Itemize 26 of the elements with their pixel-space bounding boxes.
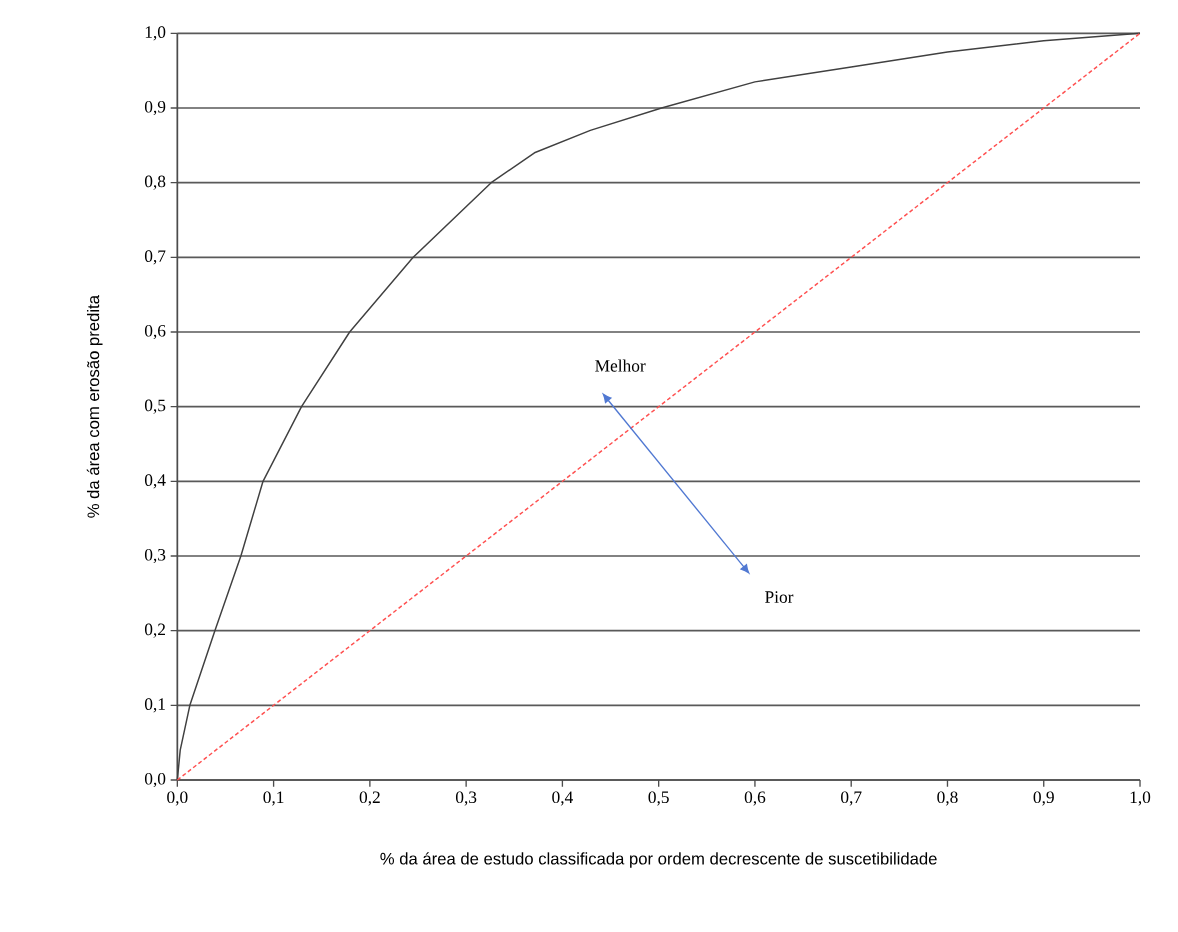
y-tick-label: 0,8	[144, 175, 166, 190]
y-axis-title: % da área com erosão predita	[86, 295, 103, 518]
x-tick-label: 1,0	[1130, 791, 1151, 806]
y-tick-label: 0,9	[144, 100, 166, 116]
y-tick-label: 0,5	[144, 399, 166, 414]
x-tick-label: 0,4	[552, 791, 573, 806]
y-tick-label: 0,2	[144, 623, 166, 638]
x-tick-label: 0,6	[744, 791, 766, 806]
y-tick-label: 0,1	[144, 698, 165, 713]
x-tick-label: 0,9	[1033, 791, 1054, 806]
x-tick-label: 0,1	[263, 791, 284, 806]
annotation: Melhor	[595, 359, 646, 372]
x-tick-label: 0,2	[359, 791, 380, 806]
x-tick-label: 0,0	[167, 791, 188, 806]
x-tick-label: 0,8	[937, 791, 958, 806]
y-tick-label: 0,7	[144, 250, 166, 265]
x-tick-label: 0,7	[841, 791, 862, 806]
y-tick-label: 0,3	[144, 548, 166, 564]
y-tick-label: 0,6	[144, 324, 166, 340]
y-tick-label: 0,0	[144, 772, 166, 788]
x-axis-title: % da área de estudo classificada por ordem decrescente de suscetibilidade	[380, 852, 937, 868]
y-tick-label: 0,4	[144, 474, 166, 489]
x-tick-label: 0,5	[648, 791, 669, 806]
y-tick-label: 1,0	[145, 26, 166, 41]
annotation: Pior	[765, 591, 794, 603]
x-tick-label: 0,3	[455, 791, 477, 806]
